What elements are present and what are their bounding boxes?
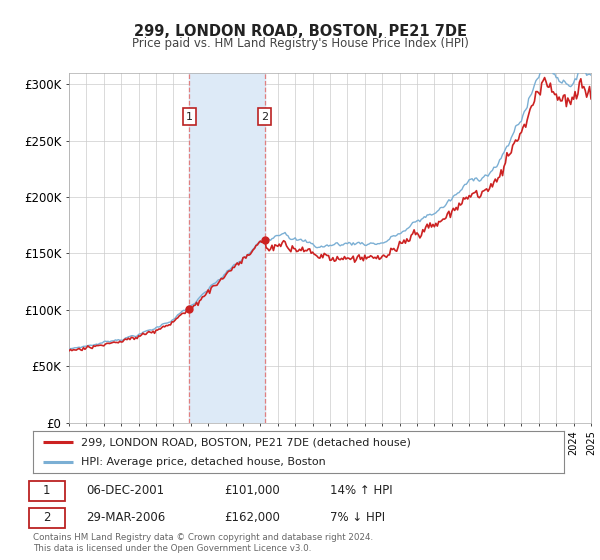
Text: Contains HM Land Registry data © Crown copyright and database right 2024.
This d: Contains HM Land Registry data © Crown c… [33, 533, 373, 553]
Text: 299, LONDON ROAD, BOSTON, PE21 7DE (detached house): 299, LONDON ROAD, BOSTON, PE21 7DE (deta… [81, 437, 410, 447]
Text: 1: 1 [43, 484, 50, 497]
Text: 29-MAR-2006: 29-MAR-2006 [86, 511, 166, 524]
Text: 7% ↓ HPI: 7% ↓ HPI [331, 511, 385, 524]
Text: 2: 2 [261, 111, 268, 122]
Text: 299, LONDON ROAD, BOSTON, PE21 7DE: 299, LONDON ROAD, BOSTON, PE21 7DE [133, 24, 467, 39]
Text: 06-DEC-2001: 06-DEC-2001 [86, 484, 164, 497]
Bar [190, 73, 265, 423]
FancyBboxPatch shape [29, 507, 65, 528]
Text: 14% ↑ HPI: 14% ↑ HPI [331, 484, 393, 497]
Text: HPI: Average price, detached house, Boston: HPI: Average price, detached house, Bost… [81, 458, 326, 467]
Text: £101,000: £101,000 [224, 484, 280, 497]
Text: 1: 1 [186, 111, 193, 122]
Text: £162,000: £162,000 [224, 511, 280, 524]
FancyBboxPatch shape [29, 482, 65, 502]
Text: Price paid vs. HM Land Registry's House Price Index (HPI): Price paid vs. HM Land Registry's House … [131, 37, 469, 50]
Text: 2: 2 [43, 511, 50, 524]
